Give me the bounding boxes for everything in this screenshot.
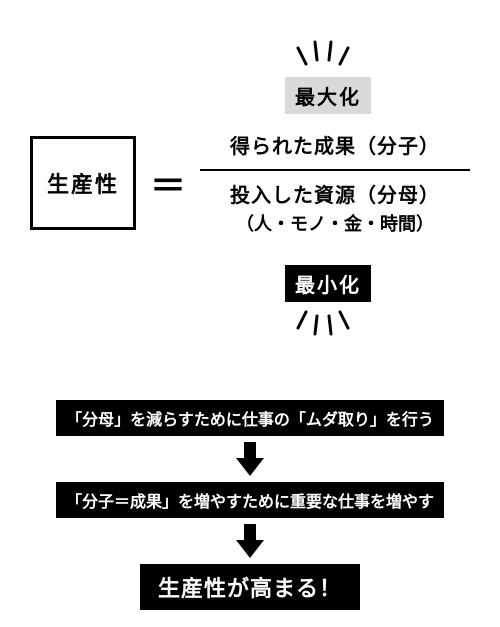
- flow-arrow-2: [233, 524, 267, 558]
- emphasis-rays-bottom: [283, 296, 363, 336]
- numerator: 得られた成果（分子）: [230, 130, 440, 169]
- flow-arrow-1: [233, 442, 267, 476]
- flow-step-final: 生産性が高まる！: [140, 564, 360, 610]
- denominator: 投入した資源（分母） （人・モノ・金・時間）: [230, 171, 440, 236]
- productivity-box: 生産性: [30, 136, 136, 230]
- emphasis-rays-top: [283, 40, 363, 80]
- formula: 生産性 ＝ 得られた成果（分子） 投入した資源（分母） （人・モノ・金・時間）: [30, 130, 470, 236]
- flow-step-2: 「分子＝成果」を増やすために重要な仕事を増やす: [56, 482, 444, 518]
- denominator-line-1: 投入した資源（分母）: [230, 179, 440, 208]
- badge-maximize: 最大化: [285, 77, 371, 114]
- flow-step-1: 「分母」を減らすために仕事の「ムダ取り」を行う: [56, 400, 444, 436]
- denominator-line-2: （人・モノ・金・時間）: [230, 210, 440, 236]
- equals-sign: ＝: [150, 157, 186, 209]
- badge-minimize: 最小化: [285, 265, 371, 302]
- flow-section: 「分母」を減らすために仕事の「ムダ取り」を行う 「分子＝成果」を増やすために重要…: [32, 400, 468, 610]
- fraction: 得られた成果（分子） 投入した資源（分母） （人・モノ・金・時間）: [200, 130, 470, 236]
